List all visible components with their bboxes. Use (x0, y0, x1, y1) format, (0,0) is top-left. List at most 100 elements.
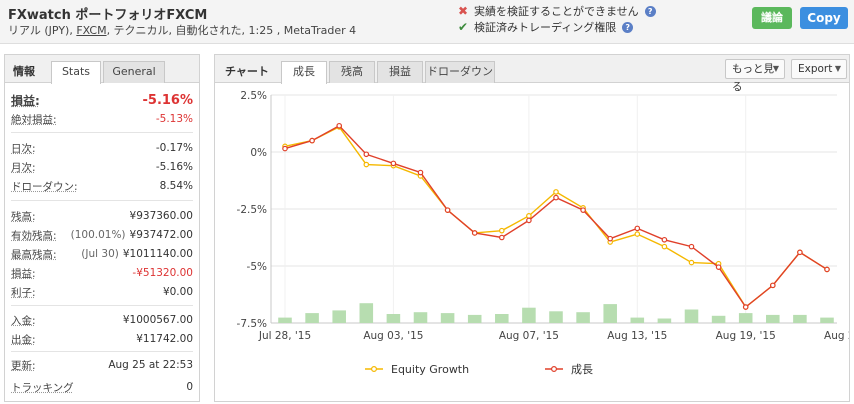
stats-panel: 情報 Stats General 損益: -5.16% 絶対損益: -5.13%… (4, 54, 200, 402)
chart-tabs: チャート 成長 残高 損益 ドローダウン もっと見る ▼ Export ▼ (215, 55, 849, 93)
divider (11, 132, 193, 133)
stat-profit: 損益: -¥51320.00 (11, 265, 193, 281)
chart-panel: チャート 成長 残高 損益 ドローダウン もっと見る ▼ Export ▼ 2.5%… (214, 54, 850, 402)
y-tick-label: 2.5% (240, 90, 267, 102)
stat-label: 絶対損益: (11, 113, 57, 126)
discuss-button[interactable]: 議論 (752, 7, 792, 29)
stat-value: ¥11742.00 (136, 333, 193, 345)
volume-bar (820, 317, 834, 323)
series-point (769, 282, 776, 289)
stat-label: 入金: (11, 314, 36, 327)
volume-bar (657, 318, 672, 323)
chart-legend: Equity Growth 成長 (365, 363, 593, 376)
stat-label: 利子: (11, 286, 36, 299)
export-dropdown[interactable]: Export ▼ (791, 59, 847, 79)
series-point (742, 304, 749, 310)
volume-bar (766, 314, 780, 323)
series-point (607, 235, 614, 242)
info-header: 情報 (13, 65, 35, 78)
legend-label: Equity Growth (391, 363, 469, 376)
y-tick-label: -7.5% (237, 318, 267, 330)
x-tick-label: Aug 03, '15 (363, 330, 423, 342)
volume-bar (413, 312, 428, 323)
stat-drawdown: ドローダウン: 8.54% (11, 178, 193, 194)
help-icon[interactable]: ? (622, 21, 634, 33)
series-point (797, 249, 803, 256)
stat-value: -¥51320.00 (132, 267, 193, 279)
stat-value: -5.16% (155, 161, 193, 173)
subtitle-prefix: リアル (JPY), (8, 24, 77, 37)
tab-drawdown[interactable]: ドローダウン (425, 61, 495, 83)
stat-monthly: 月次: -5.16% (11, 159, 193, 175)
chevron-down-icon: ▼ (772, 64, 779, 73)
volume-bar (495, 314, 509, 323)
volume-bar (630, 317, 645, 323)
series-point (498, 227, 505, 234)
volume-bar (793, 314, 807, 323)
stat-withdrawals: 出金: ¥11742.00 (11, 331, 193, 347)
y-tick-label: -5% (247, 261, 267, 273)
tab-stats[interactable]: Stats (51, 61, 101, 84)
x-axis: Jul 28, '15 Aug 03, '15 Aug 07, '15 Aug 13,… (258, 330, 849, 342)
series-point (553, 194, 559, 201)
series-point (471, 230, 478, 236)
more-dropdown[interactable]: もっと見る ▼ (725, 59, 785, 93)
verify-track-record-row: ✖ 実績を検証することができません ? (456, 3, 656, 19)
stat-daily: 日次: -0.17% (11, 140, 193, 156)
y-tick-label: -2.5% (237, 204, 267, 216)
divider (11, 351, 193, 352)
export-dropdown-label: Export (798, 63, 833, 75)
stat-label: 月次: (11, 161, 36, 174)
tab-growth[interactable]: 成長 (281, 61, 327, 84)
volume-bar (522, 307, 536, 323)
stat-label: 最高残高: (11, 248, 57, 261)
verify-trading-privileges-row: ✔ 検証済みトレーディング権限 ? (456, 19, 634, 35)
stat-equity: 有効残高: (100.01%) ¥937472.00 (11, 227, 193, 243)
more-dropdown-label: もっと見る (732, 63, 774, 93)
stat-label: 有効残高: (11, 229, 57, 242)
stat-highest-balance: 最高残高: (Jul 30) ¥1011140.00 (11, 246, 193, 262)
growth-chart: 2.5% 0% -2.5% -5% -7.5% Jul 28, '15 Aug 03, '… (237, 90, 849, 376)
series-point (661, 243, 668, 250)
stat-value: -0.17% (155, 142, 193, 154)
verify-track-record-text: 実績を検証することができません (474, 5, 639, 18)
copy-button[interactable]: Copy (800, 7, 848, 29)
stats-tabs: 情報 Stats General (5, 55, 199, 84)
series-point (309, 137, 315, 144)
chart-bars (278, 303, 834, 323)
series-point (634, 231, 641, 237)
stat-value: 0 (186, 381, 193, 393)
broker-link[interactable]: FXCM (76, 24, 107, 37)
volume-bar (738, 313, 753, 323)
tab-profit[interactable]: 損益 (377, 61, 423, 83)
stat-label: 更新: (11, 359, 36, 372)
stat-value: -5.16% (142, 92, 194, 108)
tab-general[interactable]: General (103, 61, 165, 83)
stat-extra: (Jul 30) (81, 248, 119, 260)
tab-balance[interactable]: 残高 (329, 61, 375, 83)
stat-label: ドローダウン: (11, 180, 78, 193)
stat-extra: (100.01%) (70, 229, 126, 241)
stat-deposits: 入金: ¥1000567.00 (11, 312, 193, 328)
y-axis: 2.5% 0% -2.5% -5% -7.5% (237, 90, 267, 330)
series-point (417, 169, 424, 176)
stat-value: Aug 25 at 22:53 (108, 359, 193, 371)
stat-value: ¥1011140.00 (122, 248, 193, 260)
series-point (526, 217, 532, 224)
series-point (526, 213, 532, 219)
series-point (688, 243, 695, 250)
volume-bar (467, 314, 482, 323)
volume-bar (305, 313, 319, 323)
x-tick-label: Aug 13, '15 (607, 330, 667, 342)
volume-bar (549, 311, 563, 323)
stat-value: 8.54% (159, 180, 193, 192)
stat-value: ¥937472.00 (129, 229, 193, 241)
stat-value: ¥1000567.00 (122, 314, 193, 326)
series-point (715, 264, 722, 270)
volume-bar (576, 312, 590, 323)
volume-bar (359, 303, 374, 323)
stat-value: ¥0.00 (162, 286, 193, 298)
account-subtitle: リアル (JPY), FXCM, テクニカル, 自動化された, 1:25 , M… (8, 22, 356, 38)
check-icon: ✔ (457, 20, 469, 34)
help-icon[interactable]: ? (644, 5, 656, 17)
